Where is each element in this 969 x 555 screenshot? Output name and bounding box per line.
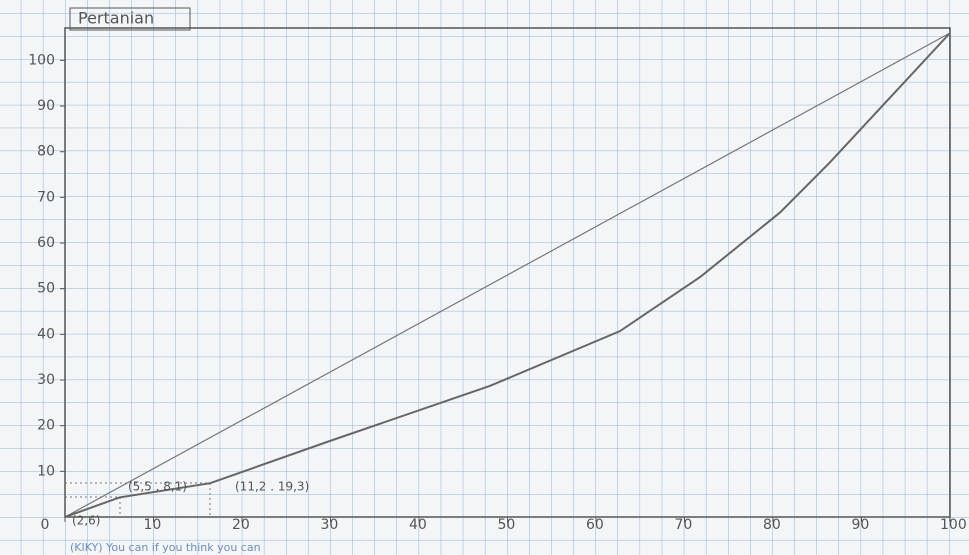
annotation: (11,2 . 19,3) — [235, 480, 309, 494]
x-tick-label: 90 — [852, 517, 870, 533]
y-tick-label: 70 — [37, 189, 55, 205]
annotation: (5,5 . 8,1) — [128, 480, 187, 494]
y-tick-label: 100 — [28, 52, 55, 68]
x-tick-label: 70 — [675, 517, 693, 533]
y-tick-label: 90 — [37, 98, 55, 114]
x-tick-label: 0 — [41, 517, 50, 533]
x-tick-label: 10 — [144, 517, 162, 533]
x-tick-label: 20 — [232, 517, 250, 533]
y-tick-label: 80 — [37, 144, 55, 160]
x-tick-label: 50 — [498, 517, 516, 533]
x-tick-label: 40 — [409, 517, 427, 533]
y-tick-label: 60 — [37, 235, 55, 251]
y-tick-label: 20 — [37, 418, 55, 434]
x-tick-label: 60 — [586, 517, 604, 533]
x-tick-label: 100 — [940, 517, 967, 533]
x-tick-label: 80 — [763, 517, 781, 533]
y-tick-label: 30 — [37, 372, 55, 388]
data-line — [64, 32, 951, 518]
footer: (KIKY) You can if you think you can — [70, 541, 261, 554]
data-line — [64, 32, 951, 518]
y-tick-label: 50 — [37, 281, 55, 297]
y-tick-label: 40 — [37, 326, 55, 342]
annotation: (2,6) — [72, 514, 100, 528]
y-tick-label: 10 — [37, 463, 55, 479]
title-box — [69, 7, 191, 31]
chart-title: Pertanian — [78, 9, 154, 28]
x-tick-label: 30 — [321, 517, 339, 533]
